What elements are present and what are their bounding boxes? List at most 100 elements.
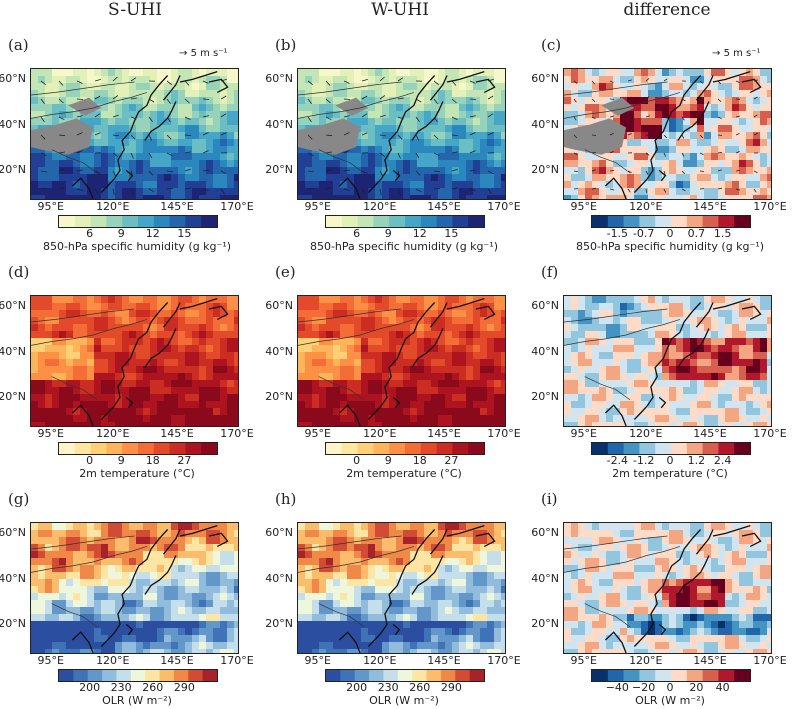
longitude-label: 170°E <box>753 427 787 440</box>
latitude-label: 60°N <box>265 526 293 540</box>
latitude-label: 20°N <box>531 390 559 404</box>
wind-vector-key: → 5 m s⁻¹ <box>179 48 228 59</box>
arrow-icon: → <box>179 48 191 59</box>
map-panel <box>297 68 506 200</box>
longitude-label: 145°E <box>693 200 727 213</box>
arrow-icon: → <box>712 48 724 59</box>
latitude-label: 60°N <box>531 299 559 313</box>
colorbar-tick-label: -1.5 <box>606 227 629 240</box>
colorbar-tick-label: -2.4 <box>606 454 629 467</box>
colorbar <box>325 215 485 228</box>
longitude-label: 95°E <box>570 427 597 440</box>
colorbar-tick-label: 290 <box>173 681 195 694</box>
longitude-label: 170°E <box>220 654 254 667</box>
colorbar-tick-label: 0 <box>86 454 94 467</box>
map-panel <box>563 68 772 200</box>
colorbar-tick-label: 0 <box>353 454 361 467</box>
colorbar-tick-label: 27 <box>177 454 192 467</box>
column-title: difference <box>623 0 711 20</box>
colorbar-label: 2m temperature (°C) <box>612 467 728 480</box>
map-panel <box>30 68 239 200</box>
latitude-label: 60°N <box>0 299 26 313</box>
colorbar-tick-label: 290 <box>440 681 462 694</box>
latitude-label: 20°N <box>531 163 559 177</box>
colorbar-label: 850-hPa specific humidity (g kg⁻¹) <box>42 240 232 253</box>
longitude-label: 145°E <box>160 200 194 213</box>
colorbar <box>58 215 218 228</box>
map-panel <box>563 295 772 427</box>
map-panel <box>30 522 239 654</box>
panel-label: (d) <box>8 263 30 281</box>
latitude-label: 60°N <box>531 526 559 540</box>
column-title: W-UHI <box>371 0 429 20</box>
vector-key-label: 5 m s⁻¹ <box>190 48 228 59</box>
colorbar <box>591 669 751 682</box>
colorbar-tick-label: 200 <box>346 681 368 694</box>
longitude-label: 95°E <box>37 427 64 440</box>
latitude-label: 20°N <box>531 617 559 631</box>
latitude-label: 20°N <box>265 617 293 631</box>
longitude-label: 95°E <box>304 654 331 667</box>
longitude-label: 95°E <box>37 200 64 213</box>
longitude-label: 145°E <box>160 654 194 667</box>
panel-label: (f) <box>541 263 559 281</box>
colorbar-label: OLR (W m⁻²) <box>369 694 439 707</box>
longitude-label: 120°E <box>363 200 397 213</box>
latitude-label: 20°N <box>0 617 26 631</box>
longitude-label: 95°E <box>37 654 64 667</box>
colorbar <box>591 215 751 228</box>
colorbar-tick-label: −20 <box>632 681 656 694</box>
panel-label: (h) <box>275 490 297 508</box>
panel-label: (b) <box>275 36 297 54</box>
latitude-label: 40°N <box>0 117 26 131</box>
latitude-label: 60°N <box>0 72 26 86</box>
map-panel <box>30 295 239 427</box>
colorbar-tick-label: 9 <box>117 227 125 240</box>
longitude-label: 95°E <box>304 427 331 440</box>
panel-label: (e) <box>275 263 296 281</box>
colorbar-tick-label: 1.5 <box>713 227 732 240</box>
longitude-label: 145°E <box>693 654 727 667</box>
longitude-label: 95°E <box>570 654 597 667</box>
longitude-label: 95°E <box>304 200 331 213</box>
colorbar-tick-label: 0 <box>666 681 674 694</box>
longitude-label: 170°E <box>487 427 521 440</box>
colorbar <box>58 442 218 455</box>
longitude-label: 145°E <box>427 654 461 667</box>
longitude-label: 120°E <box>363 427 397 440</box>
longitude-label: 170°E <box>487 200 521 213</box>
latitude-label: 40°N <box>531 117 559 131</box>
latitude-label: 40°N <box>0 571 26 585</box>
longitude-label: 170°E <box>220 427 254 440</box>
colorbar-tick-label: 0.7 <box>687 227 706 240</box>
colorbar-tick-label: 15 <box>444 227 459 240</box>
longitude-label: 120°E <box>629 654 663 667</box>
colorbar-tick-label: 0 <box>666 454 674 467</box>
colorbar-tick-label: 260 <box>142 681 164 694</box>
longitude-label: 170°E <box>487 654 521 667</box>
colorbar-tick-label: 2.4 <box>713 454 732 467</box>
colorbar-tick-label: 0 <box>666 227 674 240</box>
colorbar-label: 850-hPa specific humidity (g kg⁻¹) <box>309 240 499 253</box>
longitude-label: 145°E <box>160 427 194 440</box>
colorbar-tick-label: 15 <box>177 227 192 240</box>
latitude-label: 60°N <box>531 72 559 86</box>
colorbar-label: 2m temperature (°C) <box>346 467 462 480</box>
latitude-label: 20°N <box>0 390 26 404</box>
longitude-label: 120°E <box>96 427 130 440</box>
map-panel <box>563 522 772 654</box>
longitude-label: 120°E <box>363 654 397 667</box>
wind-vector-key: → 5 m s⁻¹ <box>712 48 761 59</box>
colorbar-tick-label: 20 <box>689 681 704 694</box>
column-title: S-UHI <box>108 0 162 20</box>
colorbar-tick-label: 12 <box>412 227 427 240</box>
latitude-label: 40°N <box>265 117 293 131</box>
colorbar-tick-label: 6 <box>86 227 94 240</box>
colorbar-tick-label: 18 <box>412 454 427 467</box>
latitude-label: 40°N <box>265 571 293 585</box>
map-panel <box>297 522 506 654</box>
latitude-label: 40°N <box>531 344 559 358</box>
latitude-label: 60°N <box>265 299 293 313</box>
longitude-label: 145°E <box>693 427 727 440</box>
colorbar <box>325 669 485 682</box>
